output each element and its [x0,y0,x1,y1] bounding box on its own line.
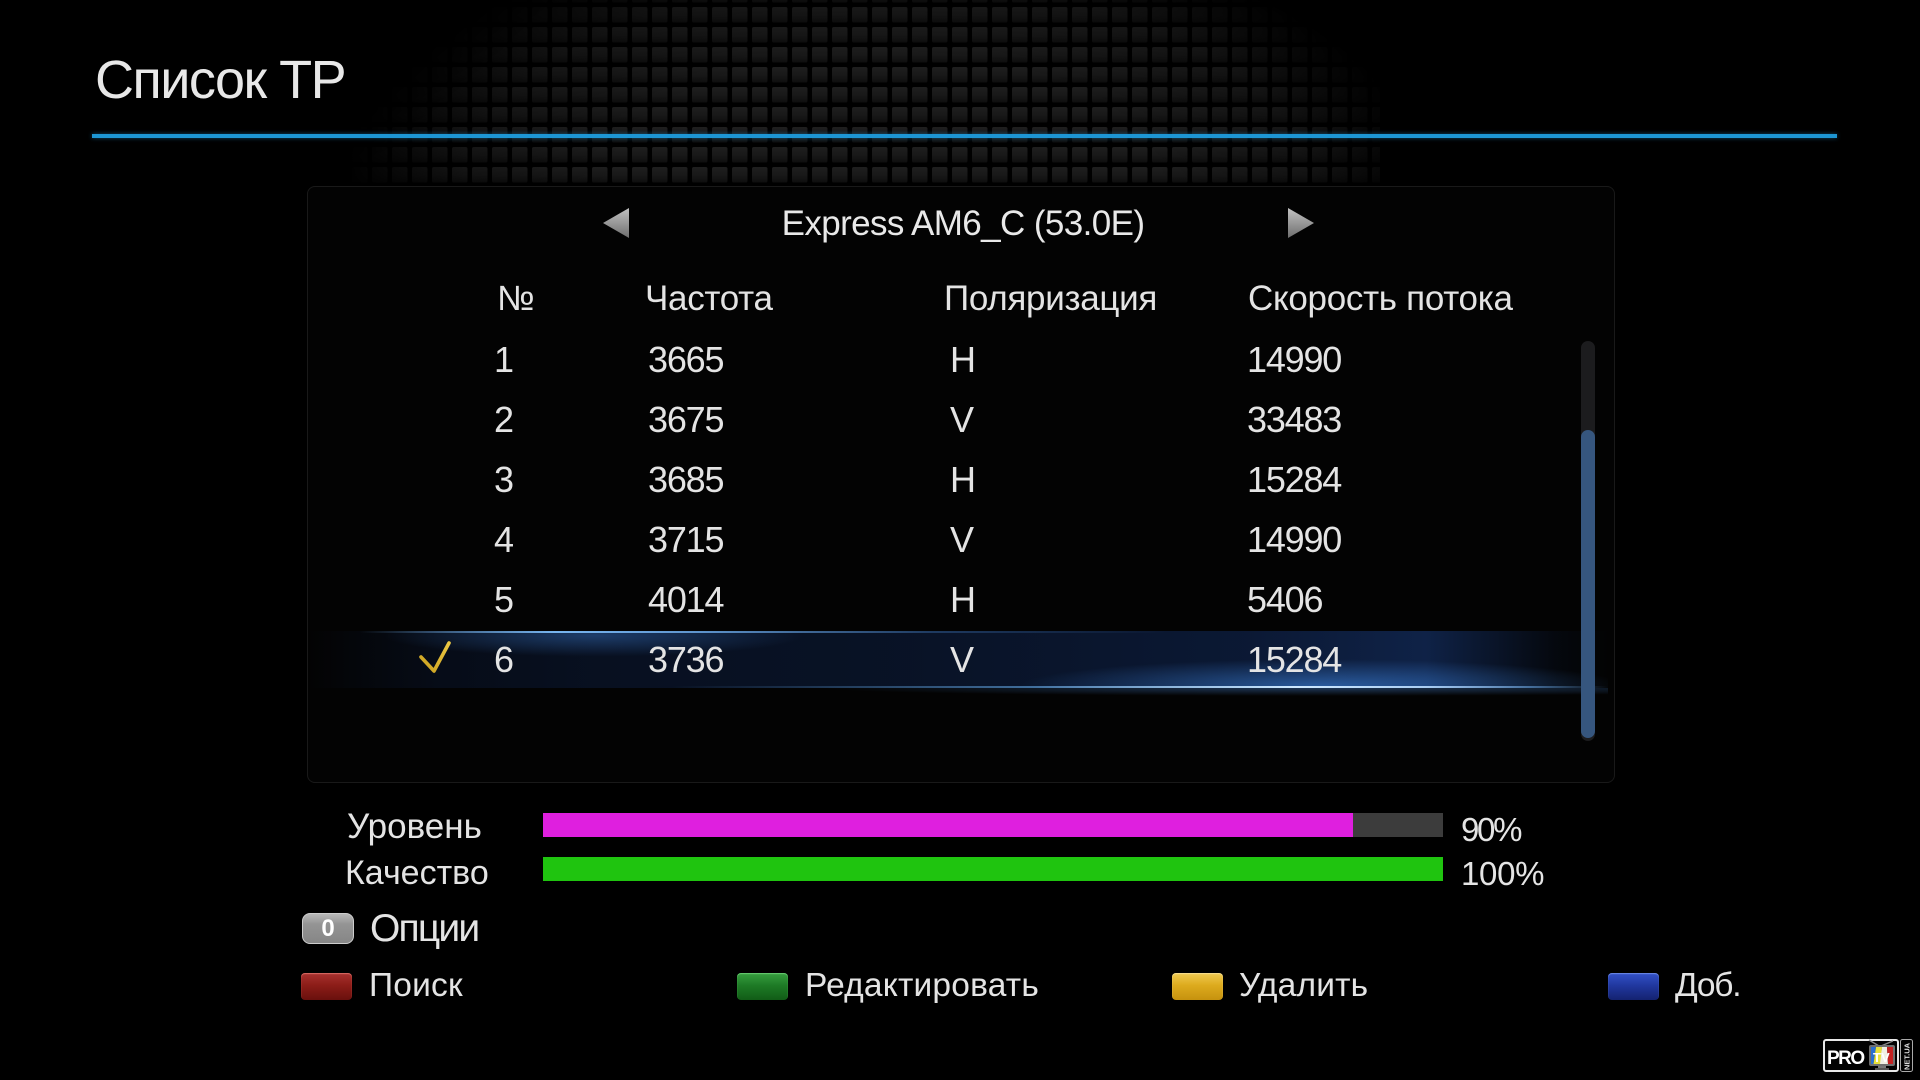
svg-text:TV: TV [1873,1050,1890,1065]
svg-text:NET.UA: NET.UA [1903,1042,1912,1070]
